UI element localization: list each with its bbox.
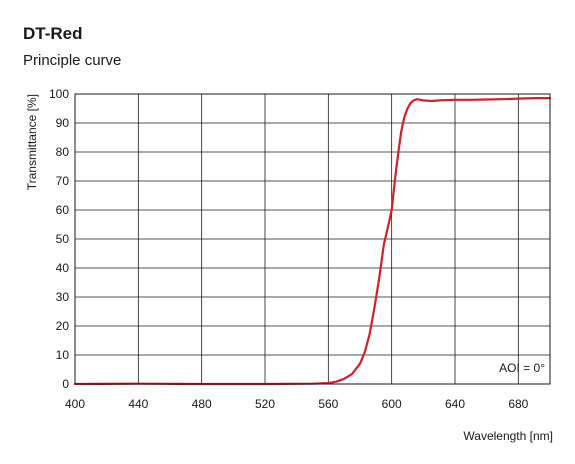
x-tick-label: 560 [318, 397, 338, 411]
plot-frame [74, 93, 551, 385]
y-tick-label: 50 [56, 232, 70, 246]
x-axis-label: Wavelength [nm] [463, 429, 553, 443]
x-tick-label: 640 [445, 397, 465, 411]
x-tick-label: 400 [65, 397, 85, 411]
grid-lines [74, 93, 550, 385]
series-group [73, 97, 552, 386]
y-tick-label: 90 [56, 116, 70, 130]
y-tick-labels: 0 10 20 30 40 50 60 70 80 90 100 [49, 87, 69, 391]
y-tick-label: 70 [56, 174, 70, 188]
y-tick-label: 60 [56, 203, 70, 217]
y-tick-label: 80 [56, 145, 70, 159]
x-tick-label: 480 [192, 397, 212, 411]
aoi-annotation: AOI = 0° [499, 361, 545, 375]
y-tick-label: 20 [56, 319, 70, 333]
x-tick-label: 600 [382, 397, 402, 411]
chart-title: DT-Red [23, 24, 83, 43]
x-tick-labels: 400 440 480 520 560 600 640 680 [65, 397, 529, 411]
x-tick-label: 520 [255, 397, 275, 411]
y-tick-label: 0 [62, 377, 69, 391]
chart-subtitle: Principle curve [23, 52, 122, 69]
transmittance-curve [73, 97, 552, 386]
y-tick-label: 30 [56, 290, 70, 304]
x-tick-label: 440 [128, 397, 148, 411]
y-tick-label: 10 [56, 348, 70, 362]
y-tick-label: 40 [56, 261, 70, 275]
y-tick-label: 100 [49, 87, 69, 101]
x-tick-label: 680 [508, 397, 528, 411]
y-axis-label: Transmittance [%] [25, 94, 39, 190]
